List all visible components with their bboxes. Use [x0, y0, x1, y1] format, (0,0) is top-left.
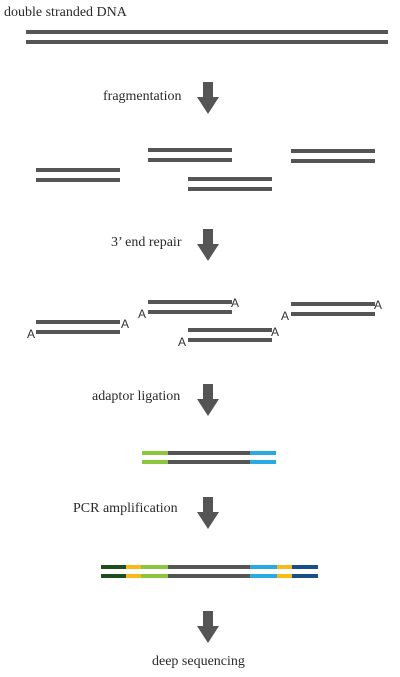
- amplified-library-fragment: [101, 565, 318, 578]
- fragments: [36, 148, 375, 191]
- index-right: [277, 565, 292, 569]
- down-arrow-icon: [197, 82, 219, 114]
- insert-dna: [168, 565, 250, 569]
- a-overhang: A: [231, 296, 239, 310]
- step-label-end-repair: 3’ end repair: [111, 235, 182, 250]
- dsdna-long: [26, 30, 388, 44]
- a-tailed-fragment-1: A A: [27, 317, 129, 341]
- insert-dna: [168, 451, 250, 455]
- step-label-adaptor-ligation: adaptor ligation: [92, 389, 180, 404]
- a-overhang: A: [138, 307, 146, 321]
- index-left: [126, 574, 141, 578]
- adaptor-left: [141, 574, 168, 578]
- outer-adaptor-right: [292, 574, 318, 578]
- dna-strand-top: [26, 30, 388, 34]
- dna-strand-bottom: [26, 40, 388, 44]
- index-left: [126, 565, 141, 569]
- down-arrow-icon: [197, 611, 219, 643]
- down-arrow-icon: [197, 497, 219, 529]
- fragment-2: [148, 148, 232, 162]
- fragment-1: [36, 168, 120, 182]
- adaptor-right: [250, 460, 276, 464]
- index-right: [277, 574, 292, 578]
- a-overhang: A: [374, 298, 382, 312]
- step-label-fragmentation: fragmentation: [103, 89, 182, 104]
- down-arrow-icon: [197, 384, 219, 416]
- a-overhang: A: [281, 309, 289, 323]
- a-overhang: A: [27, 327, 35, 341]
- adaptor-right: [250, 565, 277, 569]
- a-tailed-fragment-4: A A: [281, 298, 382, 323]
- a-overhang: A: [178, 335, 186, 349]
- a-overhang: A: [271, 325, 279, 339]
- step-label-deep-sequencing: deep sequencing: [152, 654, 245, 669]
- outer-adaptor-right: [292, 565, 318, 569]
- adaptor-right: [250, 574, 277, 578]
- fragment-4: [291, 149, 375, 163]
- a-tailed-fragment-2: A A: [138, 296, 239, 321]
- adaptor-left: [142, 451, 168, 455]
- outer-adaptor-left: [101, 574, 126, 578]
- adaptor-right: [250, 451, 276, 455]
- step-label-pcr-amplification: PCR amplification: [73, 501, 178, 516]
- fragment-3: [188, 177, 272, 191]
- adaptor-left: [142, 460, 168, 464]
- adaptor-ligated-fragment: [142, 451, 276, 464]
- title-double-stranded-dna: double stranded DNA: [4, 5, 128, 20]
- a-tailed-fragments: A A A A A A A A: [27, 296, 382, 349]
- adaptor-left: [141, 565, 168, 569]
- insert-dna: [168, 460, 250, 464]
- outer-adaptor-left: [101, 565, 126, 569]
- down-arrow-icon: [197, 229, 219, 261]
- a-overhang: A: [121, 317, 129, 331]
- insert-dna: [168, 574, 250, 578]
- a-tailed-fragment-3: A A: [178, 325, 279, 349]
